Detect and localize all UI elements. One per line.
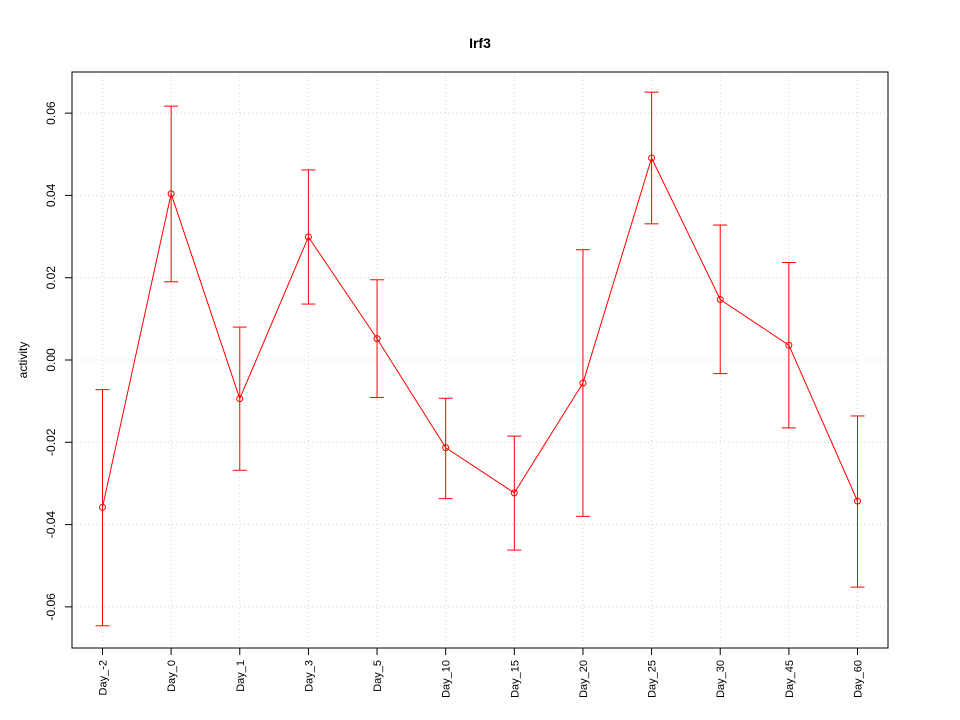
x-tick-label: Day_15: [509, 660, 521, 698]
x-tick-label: Day_1: [235, 660, 247, 692]
data-point: [167, 190, 175, 198]
y-axis: -0.06 -0.04 -0.02 0.00 0.02 0.04 0.06: [44, 101, 72, 621]
grid-layer: [72, 72, 888, 648]
data-point: [236, 395, 244, 403]
y-tick-label: 0.00: [44, 348, 58, 372]
y-tick-label: -0.02: [44, 428, 58, 456]
x-tick-label: Day_5: [372, 660, 384, 692]
chart-title: Irf3: [469, 35, 491, 51]
data-point: [442, 444, 450, 452]
y-tick-label: -0.04: [44, 511, 58, 539]
x-tick-label: Day_25: [647, 660, 659, 698]
data-point: [854, 497, 861, 505]
y-tick-label: 0.04: [44, 183, 58, 207]
x-tick-label: Day_0: [166, 660, 178, 692]
y-tick-label: 0.06: [44, 101, 58, 125]
data-point: [579, 379, 587, 387]
data-point: [373, 335, 381, 343]
x-tick-label: Day_20: [578, 660, 590, 698]
data-point: [510, 489, 518, 497]
data-point: [716, 296, 724, 304]
x-tick-label: Day_10: [441, 660, 453, 698]
x-tick-label: Day_3: [303, 660, 315, 692]
y-axis-label: activity: [16, 342, 30, 379]
x-tick-label: Day_-2: [98, 660, 110, 695]
series-line: [102, 156, 858, 508]
y-tick-label: -0.06: [44, 593, 58, 621]
x-tick-label: Day_45: [784, 660, 796, 698]
data-point: [648, 154, 656, 162]
series-layer: [95, 91, 865, 627]
x-axis: Day_-2 Day_0 Day_1 Day_3 Day_5 Day_10 Day_15 Da…: [98, 648, 865, 698]
data-point: [304, 233, 312, 241]
data-point: [785, 341, 793, 349]
data-point: [99, 503, 106, 511]
x-tick-label: Day_30: [715, 660, 727, 698]
y-tick-label: 0.02: [44, 266, 58, 290]
x-tick-label: Day_60: [853, 660, 865, 698]
